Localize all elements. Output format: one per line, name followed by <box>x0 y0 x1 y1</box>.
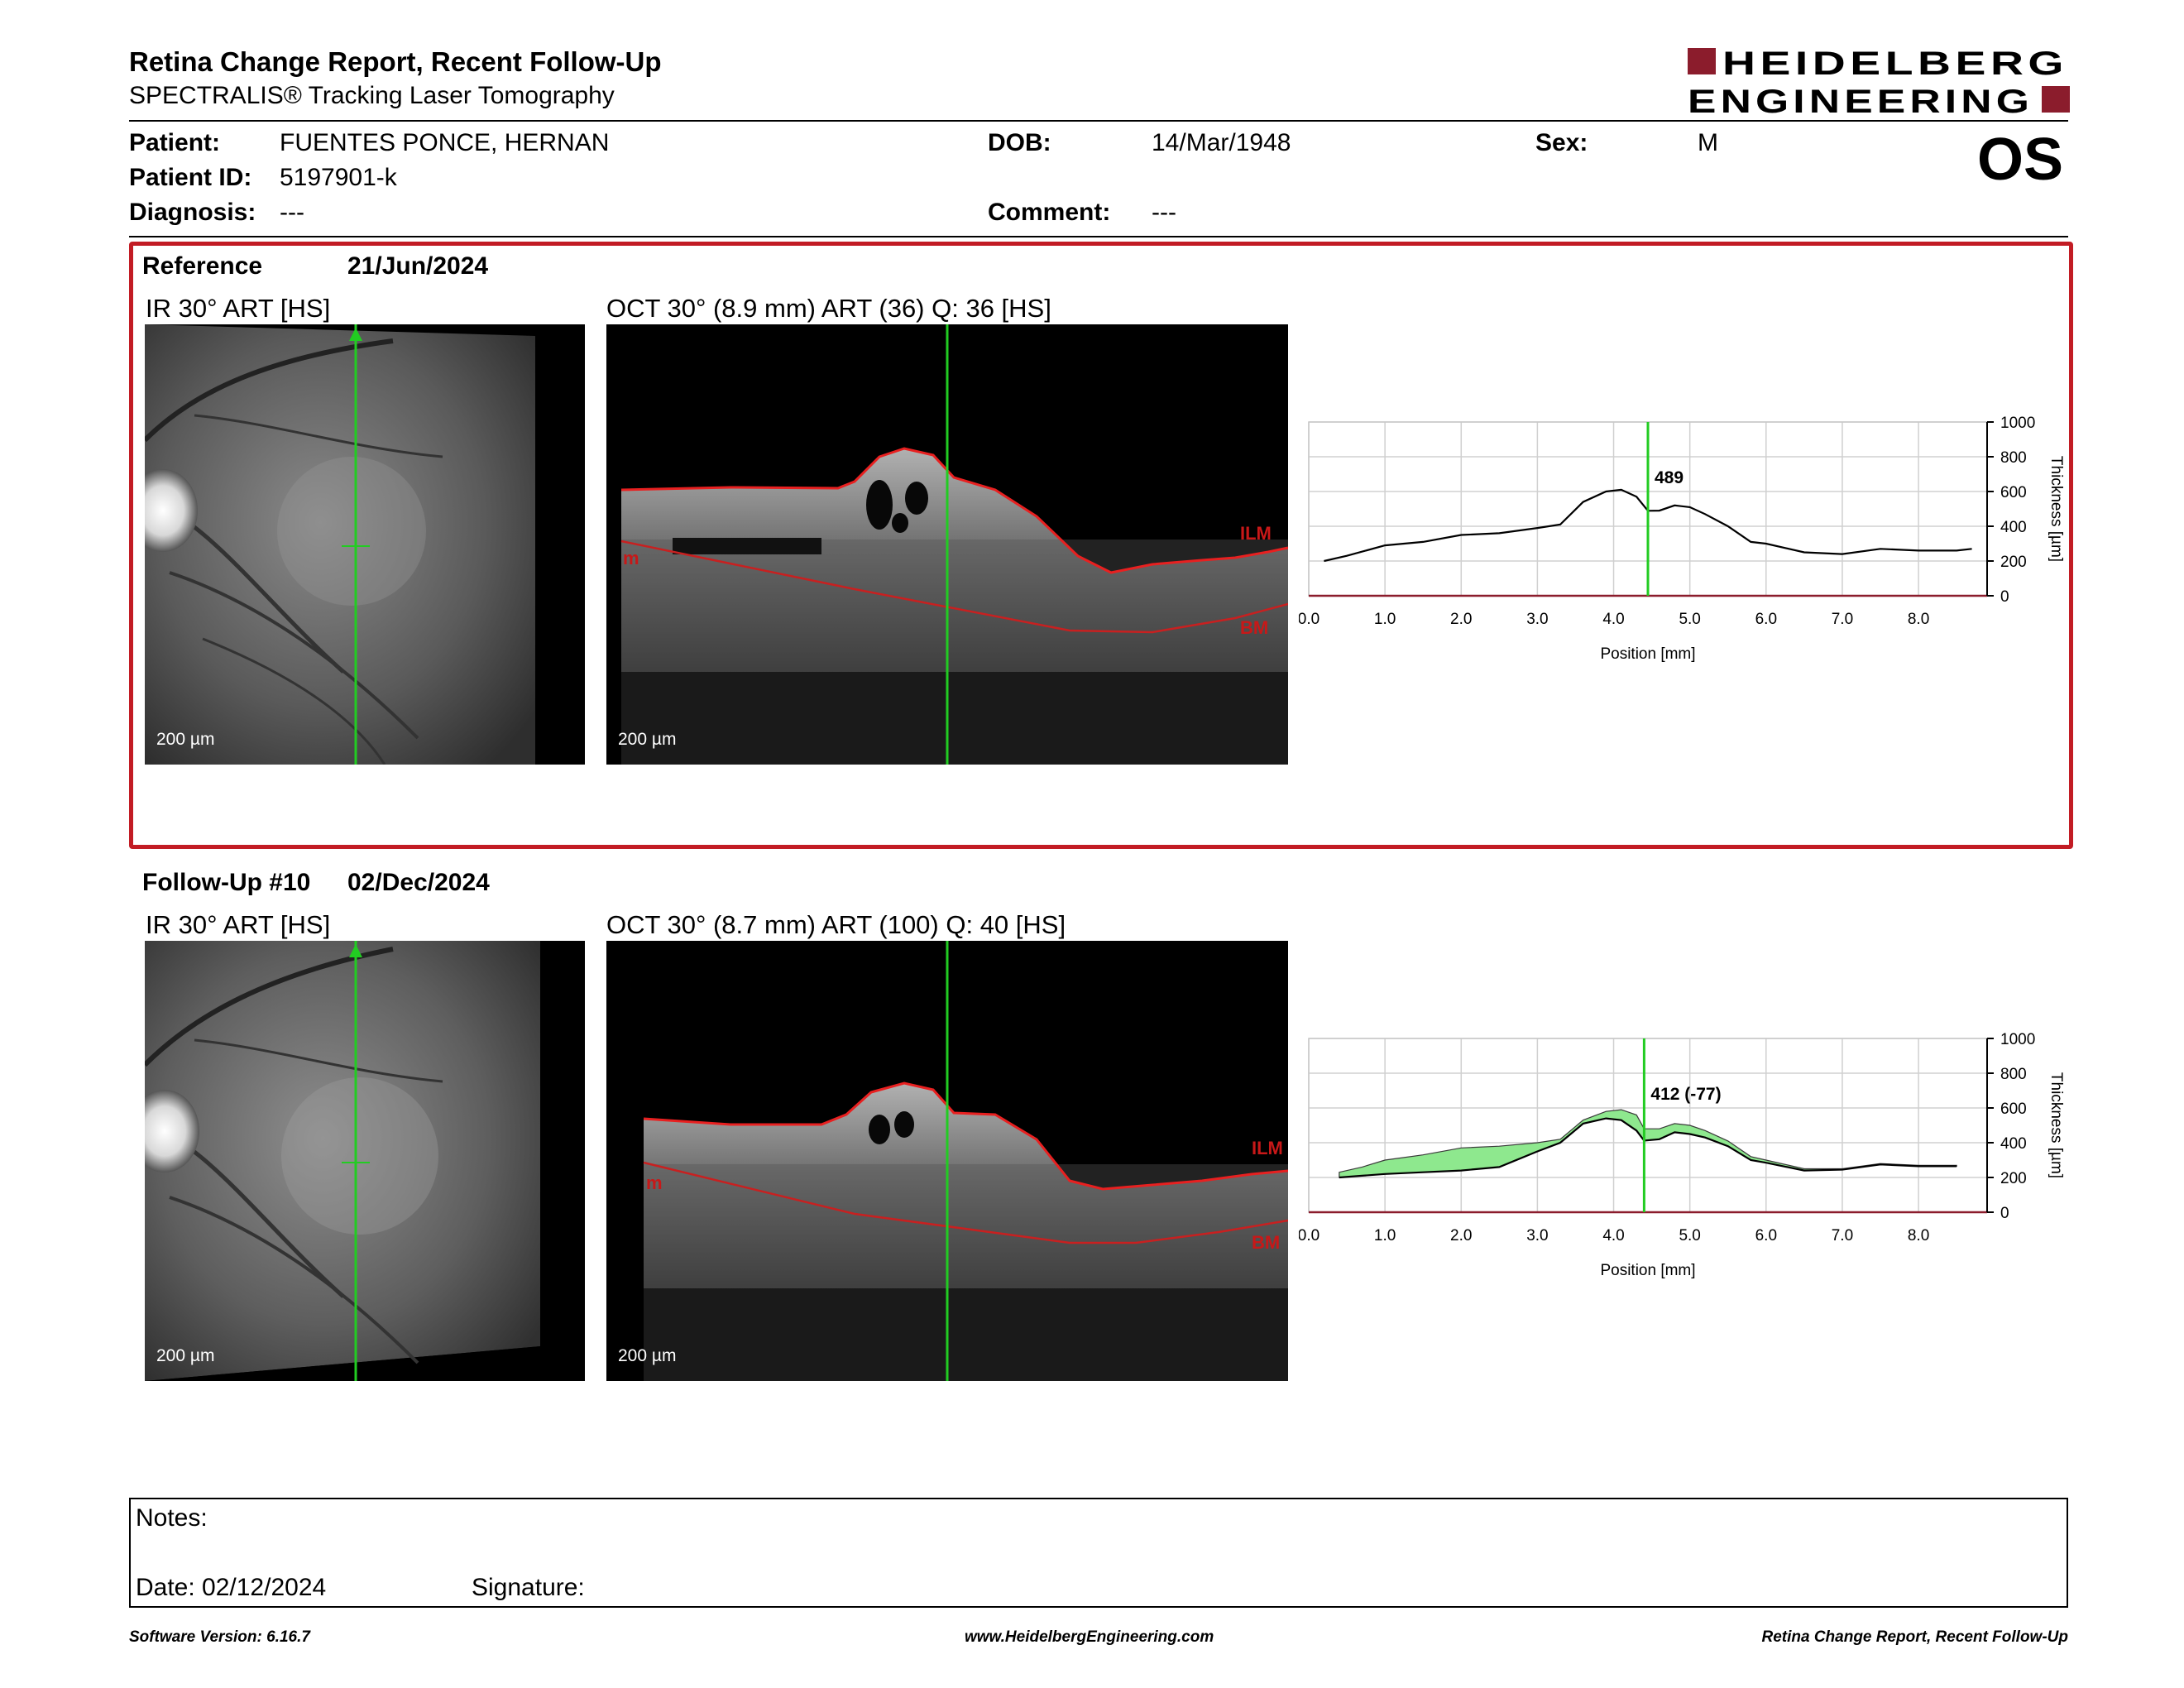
notes-box[interactable]: Notes: Date: 02/12/2024 Signature: <box>129 1498 2068 1608</box>
y-tick-label: 600 <box>2000 484 2027 501</box>
followup-rpe-label: m <box>646 1172 663 1193</box>
notes-label: Notes: <box>136 1504 208 1532</box>
y-tick-label: 200 <box>2000 1170 2027 1187</box>
x-tick-label: 4.0 <box>1602 611 1624 628</box>
followup-thickness-chart: 0 200 400 600 800 1000 0.0 1.0 2.0 3.0 4.0 5.0 6.0 7.… <box>1299 1031 2065 1279</box>
reference-oct-caption: OCT 30° (8.9 mm) ART (36) Q: 36 [HS] <box>606 294 1051 323</box>
report-title: Retina Change Report, Recent Follow-Up <box>129 46 662 77</box>
plot-frame <box>1308 1038 1988 1213</box>
patient-label: Patient: <box>129 129 221 156</box>
followup-ilm-label: ILM <box>1252 1138 1283 1158</box>
comment-value: --- <box>1152 199 1176 226</box>
diagnosis-label: Diagnosis: <box>129 199 256 226</box>
report-subtitle: SPECTRALIS® Tracking Laser Tomography <box>129 82 615 109</box>
x-tick-label: 5.0 <box>1679 1227 1700 1244</box>
reference-ir-scale: 200 µm <box>156 730 215 749</box>
comment-label: Comment: <box>988 199 1111 226</box>
followup-date: 02/Dec/2024 <box>347 869 490 896</box>
x-axis-label: Position [mm] <box>1600 1262 1695 1279</box>
header-rule <box>129 120 2068 122</box>
followup-label: Follow-Up #10 <box>142 869 311 896</box>
patient-id-label: Patient ID: <box>129 164 252 191</box>
notes-date: Date: 02/12/2024 <box>136 1574 327 1601</box>
followup-ir-caption: IR 30° ART [HS] <box>146 910 331 939</box>
reference-ir-caption: IR 30° ART [HS] <box>146 294 331 323</box>
y-axis-label: Thickness [µm] <box>2048 456 2065 562</box>
x-axis-label: Position [mm] <box>1600 645 1695 663</box>
dob-value: 14/Mar/1948 <box>1152 129 1291 156</box>
patient-id-value: 5197901-k <box>280 164 397 191</box>
y-tick-label: 600 <box>2000 1101 2027 1118</box>
followup-oct-caption: OCT 30° (8.7 mm) ART (100) Q: 40 [HS] <box>606 910 1066 939</box>
y-tick-label: 800 <box>2000 449 2027 467</box>
patient-name: FUENTES PONCE, HERNAN <box>280 129 610 156</box>
x-tick-label: 7.0 <box>1832 611 1853 628</box>
followup-oct-image[interactable]: ILM BM m 200 µm <box>606 941 1288 1381</box>
followup-ir-image[interactable]: 200 µm <box>145 941 585 1381</box>
x-tick-label: 5.0 <box>1679 611 1700 628</box>
eye-indicator: OS <box>1977 127 2064 193</box>
reference-oct-scale: 200 µm <box>618 730 677 749</box>
svg-text:HEIDELBERG: HEIDELBERG <box>1722 46 2068 82</box>
x-tick-label: 1.0 <box>1374 611 1396 628</box>
patient-rule <box>129 236 2068 237</box>
footer-website[interactable]: www.HeidelbergEngineering.com <box>965 1628 1214 1646</box>
footer-software: Software Version: 6.16.7 <box>129 1628 310 1646</box>
y-tick-label: 1000 <box>2000 415 2035 432</box>
x-tick-label: 1.0 <box>1374 1227 1396 1244</box>
reference-date: 21/Jun/2024 <box>347 252 489 280</box>
marker-value-label: 412 (-77) <box>1650 1085 1721 1104</box>
x-tick-label: 2.0 <box>1450 611 1472 628</box>
x-tick-label: 4.0 <box>1602 1227 1624 1244</box>
sex-value: M <box>1698 129 1718 156</box>
y-tick-label: 0 <box>2000 588 2009 606</box>
y-axis-label: Thickness [µm] <box>2048 1072 2065 1178</box>
dob-label: DOB: <box>988 129 1051 156</box>
footer-report-name: Retina Change Report, Recent Follow-Up <box>1761 1628 2068 1646</box>
y-tick-label: 400 <box>2000 519 2027 536</box>
thickness-line <box>1324 488 1972 563</box>
svg-text:ENGINEERING: ENGINEERING <box>1688 84 2033 117</box>
reference-oct-image[interactable]: ILM BM m 200 µm <box>606 324 1288 765</box>
x-tick-label: 3.0 <box>1526 611 1548 628</box>
x-tick-label: 8.0 <box>1908 1227 1929 1244</box>
y-tick-label: 1000 <box>2000 1031 2035 1048</box>
reference-label: Reference <box>142 252 263 280</box>
reference-bm-label: BM <box>1240 617 1268 638</box>
followup-bm-label: BM <box>1252 1232 1280 1253</box>
x-tick-label: 6.0 <box>1755 611 1777 628</box>
reference-rpe-label: m <box>623 548 639 568</box>
y-tick-label: 200 <box>2000 554 2027 571</box>
followup-oct-scale: 200 µm <box>618 1346 677 1365</box>
x-tick-label: 3.0 <box>1526 1227 1548 1244</box>
signature-label: Signature: <box>472 1574 585 1601</box>
x-tick-label: 0.0 <box>1299 611 1320 628</box>
y-tick-label: 800 <box>2000 1066 2027 1083</box>
reference-thickness-chart: 0 200 400 600 800 1000 0.0 1.0 2.0 3.0 4.0 5.0 6.0 7.… <box>1299 415 2065 663</box>
reference-ir-image[interactable]: 200 µm <box>145 324 585 765</box>
sex-label: Sex: <box>1535 129 1588 156</box>
x-tick-label: 6.0 <box>1755 1227 1777 1244</box>
x-tick-label: 7.0 <box>1832 1227 1853 1244</box>
x-tick-label: 8.0 <box>1908 611 1929 628</box>
followup-ir-scale: 200 µm <box>156 1346 215 1365</box>
y-tick-label: 0 <box>2000 1205 2009 1222</box>
y-tick-label: 400 <box>2000 1135 2027 1153</box>
x-tick-label: 0.0 <box>1299 1227 1320 1244</box>
marker-value-label: 489 <box>1655 468 1684 487</box>
reference-box <box>129 242 2073 849</box>
x-tick-label: 2.0 <box>1450 1227 1472 1244</box>
diagnosis-value: --- <box>280 199 304 226</box>
heidelberg-logo: HEIDELBERG ENGINEERING <box>1688 43 2070 120</box>
reference-ilm-label: ILM <box>1240 523 1272 544</box>
